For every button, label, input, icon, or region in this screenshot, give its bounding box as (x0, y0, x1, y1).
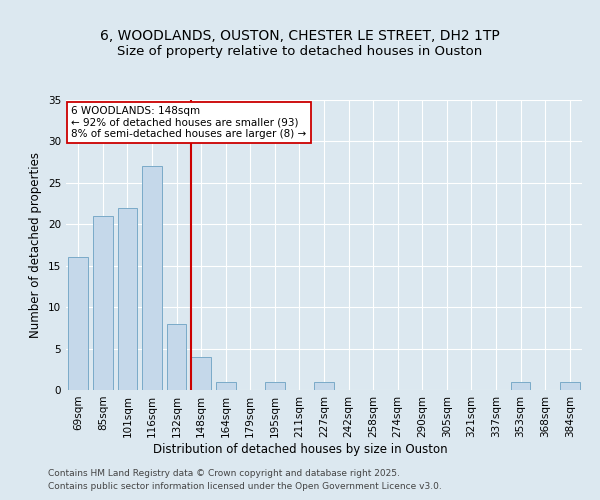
Bar (118, 208, 137, 390)
Bar (167, 324, 187, 390)
Text: 6, WOODLANDS, OUSTON, CHESTER LE STREET, DH2 1TP: 6, WOODLANDS, OUSTON, CHESTER LE STREET,… (100, 28, 500, 42)
Y-axis label: Number of detached properties: Number of detached properties (29, 152, 43, 338)
Bar (142, 166, 162, 390)
Bar (314, 382, 334, 390)
Text: Contains public sector information licensed under the Open Government Licence v3: Contains public sector information licen… (48, 482, 442, 491)
Text: Size of property relative to detached houses in Ouston: Size of property relative to detached ho… (118, 44, 482, 58)
Bar (68, 258, 88, 390)
Bar (191, 357, 211, 390)
Bar (216, 382, 236, 390)
Text: Distribution of detached houses by size in Ouston: Distribution of detached houses by size … (152, 442, 448, 456)
Bar (265, 382, 284, 390)
Text: Contains HM Land Registry data © Crown copyright and database right 2025.: Contains HM Land Registry data © Crown c… (48, 468, 400, 477)
Bar (560, 382, 580, 390)
Bar (93, 216, 113, 390)
Bar (511, 382, 530, 390)
Text: 6 WOODLANDS: 148sqm
← 92% of detached houses are smaller (93)
8% of semi-detache: 6 WOODLANDS: 148sqm ← 92% of detached ho… (71, 106, 307, 139)
